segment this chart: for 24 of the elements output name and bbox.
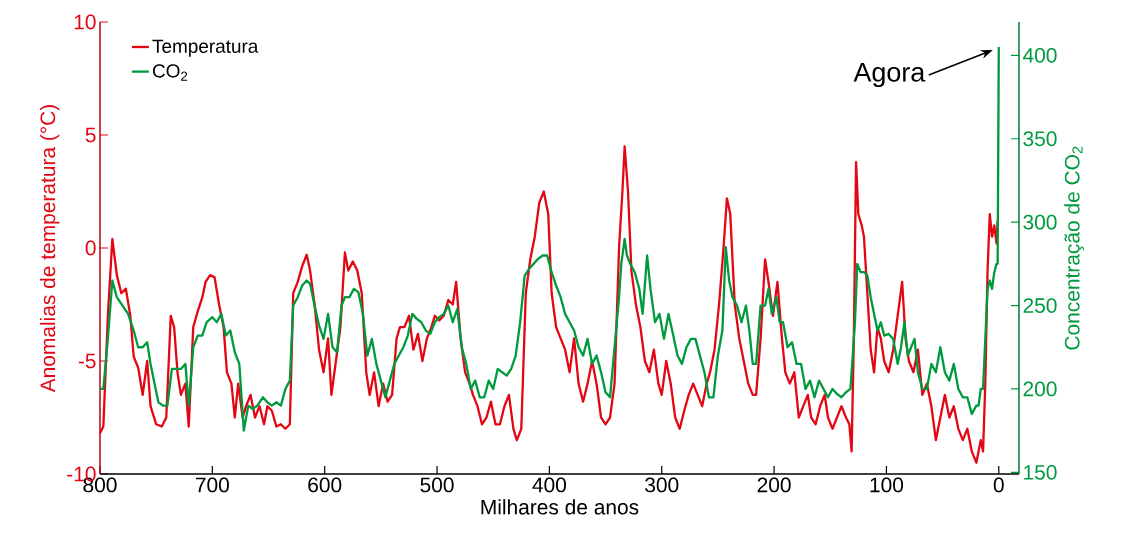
x-tick-label: 300: [645, 477, 679, 493]
y2-axis-title: Concentração de CO$_{2}$: [1064, 146, 1084, 350]
x-tick-label: 500: [420, 477, 454, 493]
x-tick-label: 0: [993, 477, 1004, 493]
legend-label: Temperatura: [152, 39, 259, 57]
y-axis-title: Anomalias de temperatura (°C): [39, 105, 60, 393]
x-tick-label: 100: [870, 477, 904, 493]
y-tick-label: 5: [85, 127, 96, 143]
y2-tick-label: 400: [1023, 47, 1057, 63]
y2-tick-label: 300: [1023, 214, 1057, 230]
x-tick-label: 200: [757, 477, 791, 493]
x-tick-label: 700: [195, 477, 229, 493]
x-tick-label: 600: [308, 477, 342, 493]
y-tick-label: 0: [85, 240, 96, 256]
y2-tick-label: 250: [1023, 298, 1057, 313]
y2-tick-label: 350: [1023, 131, 1057, 147]
x-axis-title: Milhares de anos: [481, 499, 639, 515]
legend-label: CO$_{2}$: [153, 64, 188, 81]
y-tick-label: -5: [78, 353, 96, 369]
y2-tick-label: 200: [1023, 381, 1057, 397]
annotation: Agora: [853, 62, 926, 88]
y2-tick-label: 150: [1024, 464, 1057, 480]
y-tick-label: 10: [74, 14, 96, 30]
x-tick-label: 400: [532, 477, 567, 493]
